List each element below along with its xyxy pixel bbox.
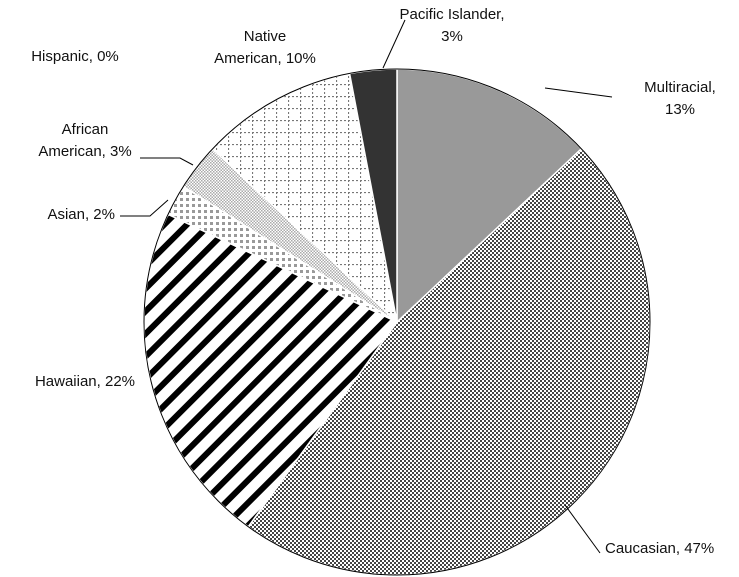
leader-line bbox=[140, 157, 194, 166]
leader-line bbox=[564, 504, 601, 554]
data-label: Asian, 2% bbox=[47, 206, 115, 223]
label-line: Caucasian, 47% bbox=[605, 540, 714, 557]
data-label: Native American, 10% bbox=[214, 28, 316, 67]
leader-line bbox=[382, 19, 406, 69]
slices bbox=[143, 68, 651, 576]
label-line: Hawaiian, 22% bbox=[35, 373, 135, 390]
label-line: African bbox=[62, 121, 109, 138]
data-label: Hispanic, 0% bbox=[31, 48, 119, 65]
label-line: Native bbox=[244, 28, 287, 45]
pie-outline bbox=[143, 68, 651, 576]
label-line: Multiracial, bbox=[644, 79, 716, 96]
label-line: 13% bbox=[665, 101, 695, 118]
label-line: American, 10% bbox=[214, 50, 316, 67]
leader-line bbox=[544, 87, 613, 98]
data-label: Multiracial, 13% bbox=[644, 79, 716, 118]
label-line: 3% bbox=[441, 28, 463, 45]
data-label: Hawaiian, 22% bbox=[35, 373, 135, 390]
data-label: Caucasian, 47% bbox=[605, 540, 714, 557]
data-label: Pacific Islander, 3% bbox=[399, 6, 504, 45]
label-line: American, 3% bbox=[38, 143, 131, 160]
label-line: Asian, 2% bbox=[47, 206, 115, 223]
label-line: Pacific Islander, bbox=[399, 6, 504, 23]
labels: Multiracial, 13% Caucasian, 47% Hawaiian, 2… bbox=[31, 6, 716, 557]
label-line: Hispanic, 0% bbox=[31, 48, 119, 65]
leader-line bbox=[120, 199, 169, 217]
data-label: African American, 3% bbox=[38, 121, 131, 160]
